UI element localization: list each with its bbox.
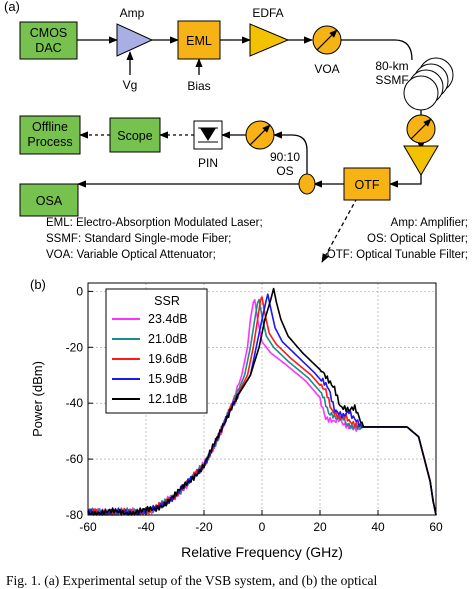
vg-label: Vg: [123, 78, 138, 92]
link-os-voa3: [273, 131, 308, 176]
legend-box: [105, 288, 208, 414]
voa-2: [406, 114, 436, 144]
offline-process-block: [19, 115, 81, 155]
voa-label: VOA: [314, 62, 339, 76]
abbr-amp: Amp: Amplifier;: [391, 217, 468, 229]
y-tick-label: -40: [66, 396, 84, 410]
otf-label: OTF: [355, 178, 380, 192]
fiber-label-line2: SSMF: [375, 73, 408, 87]
pin-label: PIN: [198, 156, 218, 170]
cmos-dac-label-line2: DAC: [35, 41, 61, 55]
y-tick-label: -80: [66, 508, 84, 522]
abbr-eml: EML: Electro-Absorption Modulated Laser;: [46, 217, 263, 229]
scope-label: Scope: [117, 129, 152, 143]
panel-b-label: (b): [30, 277, 46, 292]
splitter-label-line1: 90:10: [270, 150, 300, 164]
x-tick-label: 40: [371, 520, 385, 534]
splitter-icon: [298, 173, 316, 195]
x-tick-label: 20: [313, 520, 327, 534]
voa-1: [312, 25, 342, 55]
abbreviation-legend: EML: Electro-Absorption Modulated Laser;…: [46, 217, 468, 261]
spectrum-chart: (b) -60 -40 -20 0 20 40 60 0-20-40-60-80 Relat…: [30, 277, 443, 560]
osa-block: [19, 183, 79, 217]
legend-entry-label: 23.4dB: [148, 312, 188, 326]
figure-caption: Fig. 1. (a) Experimental setup of the VS…: [6, 573, 378, 588]
x-tick-label: -60: [79, 520, 97, 534]
eml-label: EML: [186, 34, 212, 48]
legend-entry-label: 21.0dB: [148, 332, 188, 346]
legend-entries: 23.4dB 21.0dB 19.6dB 15.9dB 12.1dB: [112, 312, 188, 406]
y-axis-label: Power (dBm): [30, 361, 45, 437]
offline-label-line2: Process: [27, 135, 72, 149]
legend-title: SSR: [154, 294, 180, 308]
edfa-2-triangle: [403, 145, 439, 176]
x-tick-labels: -60 -40 -20 0 20 40 60: [79, 520, 443, 534]
y-tick-label: 0: [76, 284, 83, 298]
x-axis-label: Relative Frequency (GHz): [181, 544, 343, 560]
x-tick-label: 60: [429, 520, 443, 534]
panel-a-label: (a): [4, 0, 20, 14]
fiber-label-line1: 80-km: [375, 59, 408, 73]
offline-label-line1: Offline: [32, 120, 68, 134]
pin-photodiode-icon: [193, 120, 223, 150]
voa-3-arrow: [249, 124, 271, 146]
chart-legend: SSR 23.4dB 21.0dB 19.6dB 15.9dB 12.1dB: [105, 288, 208, 414]
cmos-dac-label-line1: CMOS: [30, 26, 68, 40]
amp-label: Amp: [120, 6, 145, 20]
fiber-spool-icon: [403, 57, 454, 111]
amp-triangle: [116, 23, 154, 57]
link-voa-fiber: [341, 39, 413, 61]
chart-ticks: [87, 290, 437, 516]
bias-label: Bias: [187, 79, 210, 93]
x-tick-label: -20: [195, 520, 213, 534]
edfa-label: EDFA: [252, 6, 283, 20]
voa-2-arrow: [410, 118, 432, 140]
voa-1-arrow: [316, 29, 338, 51]
voa-3: [245, 120, 275, 150]
y-tick-label: -60: [66, 452, 84, 466]
abbr-otf: OTF: Optical Tunable Filter;: [327, 249, 468, 261]
eml-block: [177, 20, 221, 60]
scope-block: [109, 117, 161, 153]
legend-entry-label: 15.9dB: [148, 372, 188, 386]
otf-block: [343, 167, 391, 201]
x-tick-label: 0: [259, 520, 266, 534]
legend-entry-label: 12.1dB: [148, 392, 188, 406]
y-tick-labels: 0 -20 -40 -60 -80: [66, 284, 84, 522]
cmos-dac-block: [19, 21, 78, 60]
link-edfa2-otf: [389, 174, 422, 188]
setup-diagram: (a) CMOS DAC Amp Vg: [4, 0, 468, 263]
link-otf-spectrum: [321, 197, 358, 263]
abbr-voa: VOA: Variable Optical Attenuator;: [46, 249, 216, 261]
legend-entry-label: 19.6dB: [148, 352, 188, 366]
y-tick-label: -20: [66, 340, 84, 354]
x-tick-label: -40: [137, 520, 155, 534]
osa-label: OSA: [36, 194, 63, 208]
splitter-label-line2: OS: [276, 164, 293, 178]
edfa-triangle: [249, 23, 290, 57]
abbr-ssmf: SSMF: Standard Single-mode Fiber;: [46, 233, 231, 245]
abbr-os: OS: Optical Splitter;: [367, 233, 468, 245]
